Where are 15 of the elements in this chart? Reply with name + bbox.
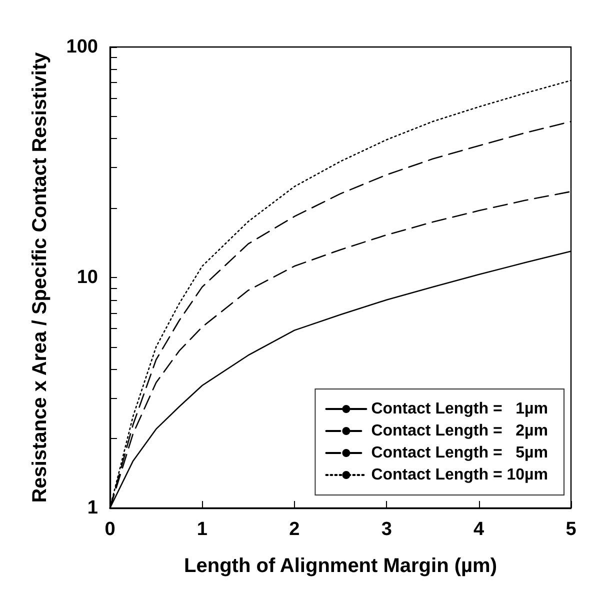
y-axis-title: Resistance x Area / Specific Contact Resistivity: [29, 51, 51, 503]
y-tick-label: 1: [87, 498, 98, 518]
legend-label: Contact Length = 1µm: [371, 400, 548, 418]
legend-label: Contact Length = 2µm: [371, 422, 548, 440]
legend-label: Contact Length = 5µm: [371, 444, 548, 462]
x-axis-title: Length of Alignment Margin (µm): [184, 555, 497, 577]
y-tick-label: 100: [66, 36, 98, 58]
x-tick-label: 4: [474, 519, 485, 540]
x-tick-label: 1: [196, 519, 208, 540]
x-tick-label: 5: [566, 519, 577, 540]
x-tick-label: 2: [289, 519, 300, 540]
x-tick-label: 0: [104, 519, 116, 540]
x-tick-label: 3: [381, 519, 392, 540]
legend-label: Contact Length = 10µm: [371, 466, 548, 484]
y-tick-label: 10: [76, 267, 98, 288]
